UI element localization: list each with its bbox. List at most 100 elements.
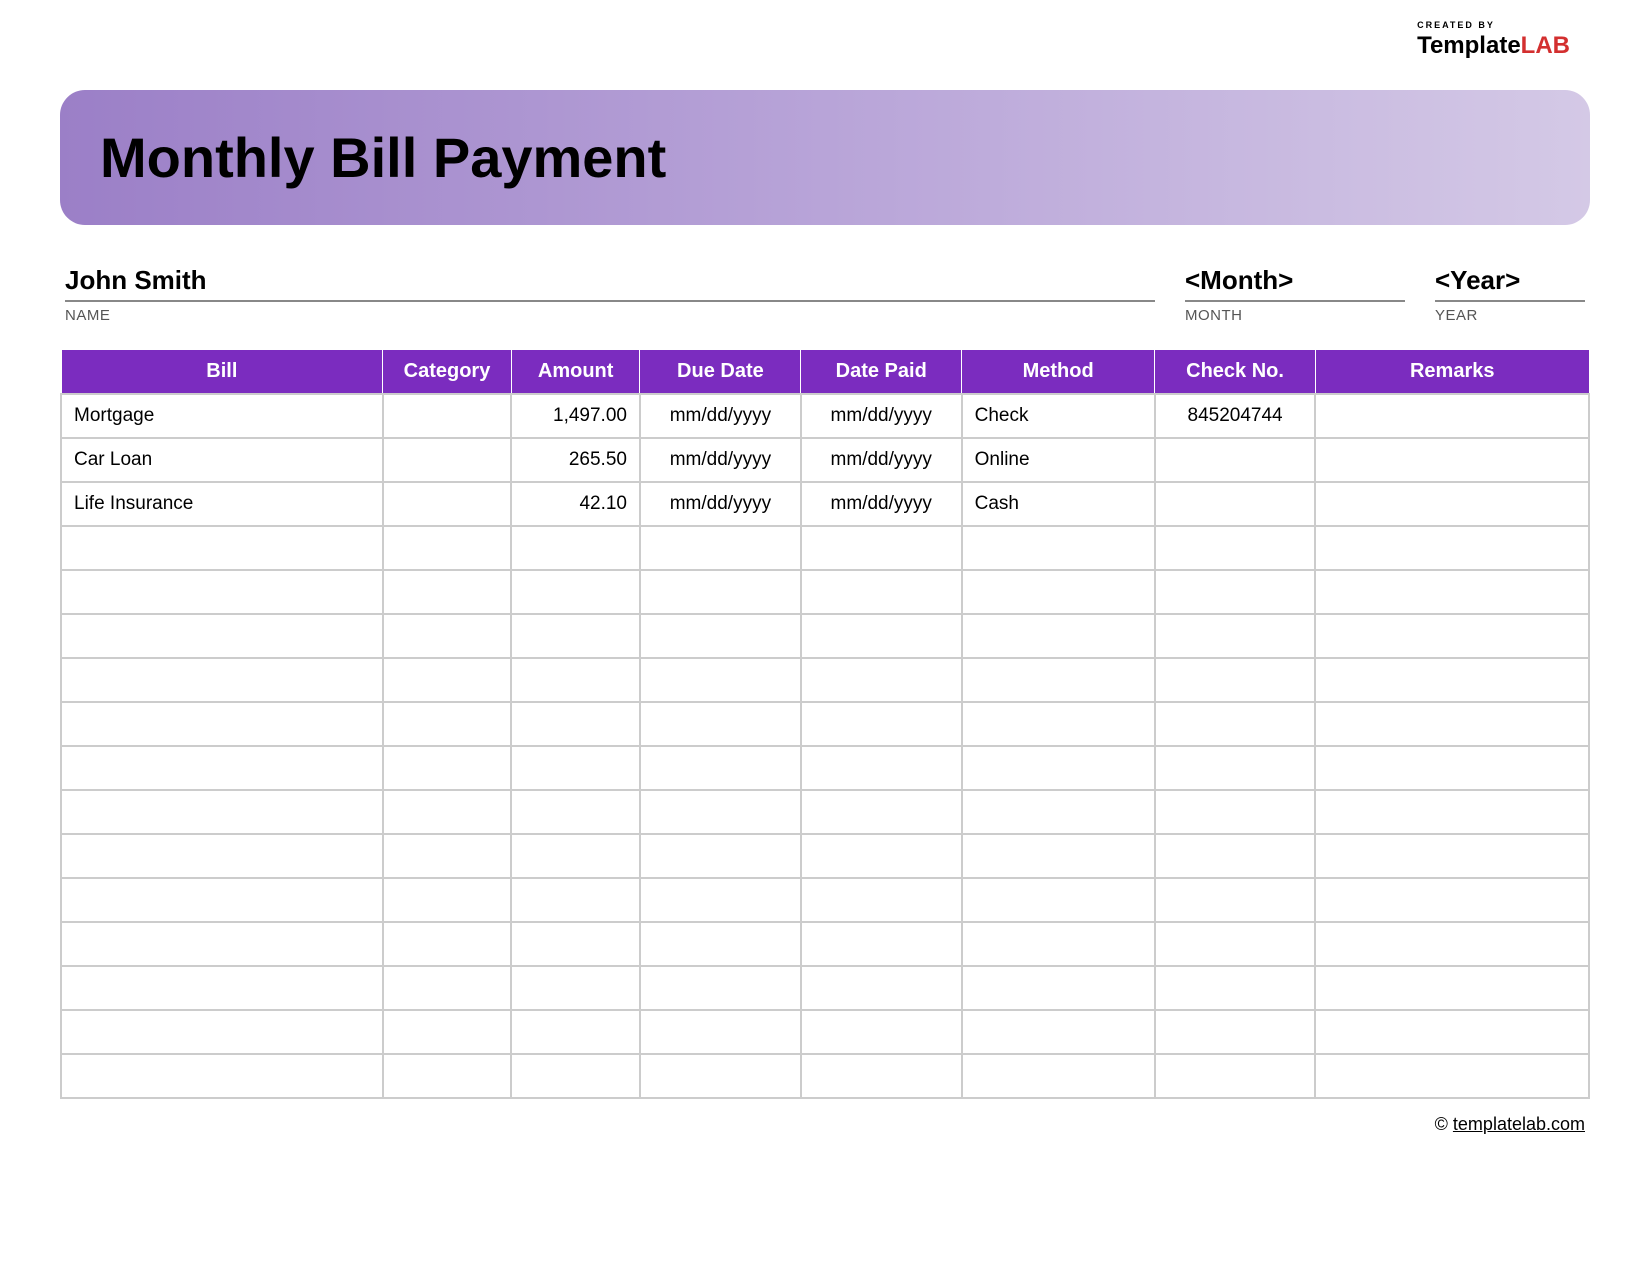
cell-date_paid[interactable]: [801, 526, 962, 570]
cell-method[interactable]: Online: [962, 438, 1155, 482]
cell-method[interactable]: [962, 922, 1155, 966]
cell-category[interactable]: [383, 438, 512, 482]
cell-remarks[interactable]: [1315, 878, 1589, 922]
cell-date_paid[interactable]: [801, 614, 962, 658]
cell-remarks[interactable]: [1315, 834, 1589, 878]
footer-link[interactable]: templatelab.com: [1453, 1114, 1585, 1134]
cell-due_date[interactable]: [640, 878, 801, 922]
cell-remarks[interactable]: [1315, 702, 1589, 746]
cell-check_no[interactable]: [1155, 1010, 1316, 1054]
cell-remarks[interactable]: [1315, 614, 1589, 658]
cell-remarks[interactable]: [1315, 1054, 1589, 1098]
cell-amount[interactable]: [511, 878, 640, 922]
cell-date_paid[interactable]: [801, 790, 962, 834]
cell-due_date[interactable]: [640, 746, 801, 790]
cell-date_paid[interactable]: mm/dd/yyyy: [801, 438, 962, 482]
cell-date_paid[interactable]: [801, 570, 962, 614]
cell-method[interactable]: [962, 790, 1155, 834]
cell-amount[interactable]: [511, 1054, 640, 1098]
cell-category[interactable]: [383, 482, 512, 526]
cell-check_no[interactable]: [1155, 922, 1316, 966]
cell-bill[interactable]: [61, 1054, 383, 1098]
cell-category[interactable]: [383, 394, 512, 438]
cell-amount[interactable]: 42.10: [511, 482, 640, 526]
cell-amount[interactable]: 1,497.00: [511, 394, 640, 438]
cell-bill[interactable]: [61, 746, 383, 790]
cell-check_no[interactable]: [1155, 966, 1316, 1010]
cell-amount[interactable]: [511, 1010, 640, 1054]
cell-date_paid[interactable]: [801, 1010, 962, 1054]
cell-check_no[interactable]: [1155, 614, 1316, 658]
cell-remarks[interactable]: [1315, 570, 1589, 614]
cell-date_paid[interactable]: mm/dd/yyyy: [801, 482, 962, 526]
cell-bill[interactable]: [61, 614, 383, 658]
cell-amount[interactable]: [511, 966, 640, 1010]
cell-check_no[interactable]: [1155, 438, 1316, 482]
cell-method[interactable]: [962, 966, 1155, 1010]
cell-check_no[interactable]: [1155, 570, 1316, 614]
cell-method[interactable]: [962, 658, 1155, 702]
cell-check_no[interactable]: [1155, 526, 1316, 570]
cell-bill[interactable]: [61, 790, 383, 834]
cell-check_no[interactable]: [1155, 702, 1316, 746]
cell-date_paid[interactable]: [801, 878, 962, 922]
cell-category[interactable]: [383, 1010, 512, 1054]
cell-method[interactable]: [962, 1010, 1155, 1054]
cell-bill[interactable]: [61, 1010, 383, 1054]
cell-category[interactable]: [383, 526, 512, 570]
cell-category[interactable]: [383, 878, 512, 922]
cell-bill[interactable]: Life Insurance: [61, 482, 383, 526]
cell-due_date[interactable]: [640, 702, 801, 746]
cell-remarks[interactable]: [1315, 658, 1589, 702]
cell-due_date[interactable]: mm/dd/yyyy: [640, 394, 801, 438]
cell-amount[interactable]: [511, 658, 640, 702]
cell-method[interactable]: Cash: [962, 482, 1155, 526]
cell-due_date[interactable]: [640, 658, 801, 702]
cell-date_paid[interactable]: [801, 746, 962, 790]
cell-category[interactable]: [383, 790, 512, 834]
cell-date_paid[interactable]: [801, 922, 962, 966]
cell-category[interactable]: [383, 658, 512, 702]
cell-method[interactable]: [962, 878, 1155, 922]
cell-method[interactable]: [962, 1054, 1155, 1098]
cell-due_date[interactable]: [640, 966, 801, 1010]
cell-category[interactable]: [383, 1054, 512, 1098]
cell-bill[interactable]: [61, 526, 383, 570]
cell-due_date[interactable]: [640, 1010, 801, 1054]
cell-bill[interactable]: [61, 878, 383, 922]
cell-category[interactable]: [383, 834, 512, 878]
cell-method[interactable]: [962, 834, 1155, 878]
cell-due_date[interactable]: [640, 1054, 801, 1098]
cell-date_paid[interactable]: mm/dd/yyyy: [801, 394, 962, 438]
cell-method[interactable]: [962, 570, 1155, 614]
cell-amount[interactable]: 265.50: [511, 438, 640, 482]
name-value[interactable]: John Smith: [65, 265, 1155, 302]
cell-check_no[interactable]: [1155, 746, 1316, 790]
cell-check_no[interactable]: [1155, 834, 1316, 878]
cell-amount[interactable]: [511, 834, 640, 878]
cell-date_paid[interactable]: [801, 658, 962, 702]
cell-remarks[interactable]: [1315, 526, 1589, 570]
cell-bill[interactable]: [61, 570, 383, 614]
cell-remarks[interactable]: [1315, 922, 1589, 966]
cell-category[interactable]: [383, 966, 512, 1010]
year-value[interactable]: <Year>: [1435, 265, 1585, 302]
cell-date_paid[interactable]: [801, 1054, 962, 1098]
cell-remarks[interactable]: [1315, 966, 1589, 1010]
cell-bill[interactable]: Mortgage: [61, 394, 383, 438]
cell-date_paid[interactable]: [801, 702, 962, 746]
cell-due_date[interactable]: [640, 614, 801, 658]
cell-bill[interactable]: [61, 922, 383, 966]
cell-amount[interactable]: [511, 922, 640, 966]
cell-due_date[interactable]: [640, 570, 801, 614]
cell-bill[interactable]: [61, 834, 383, 878]
cell-method[interactable]: [962, 746, 1155, 790]
cell-amount[interactable]: [511, 614, 640, 658]
cell-due_date[interactable]: [640, 834, 801, 878]
cell-bill[interactable]: Car Loan: [61, 438, 383, 482]
cell-check_no[interactable]: [1155, 1054, 1316, 1098]
cell-remarks[interactable]: [1315, 394, 1589, 438]
cell-check_no[interactable]: [1155, 878, 1316, 922]
cell-check_no[interactable]: 845204744: [1155, 394, 1316, 438]
cell-category[interactable]: [383, 922, 512, 966]
